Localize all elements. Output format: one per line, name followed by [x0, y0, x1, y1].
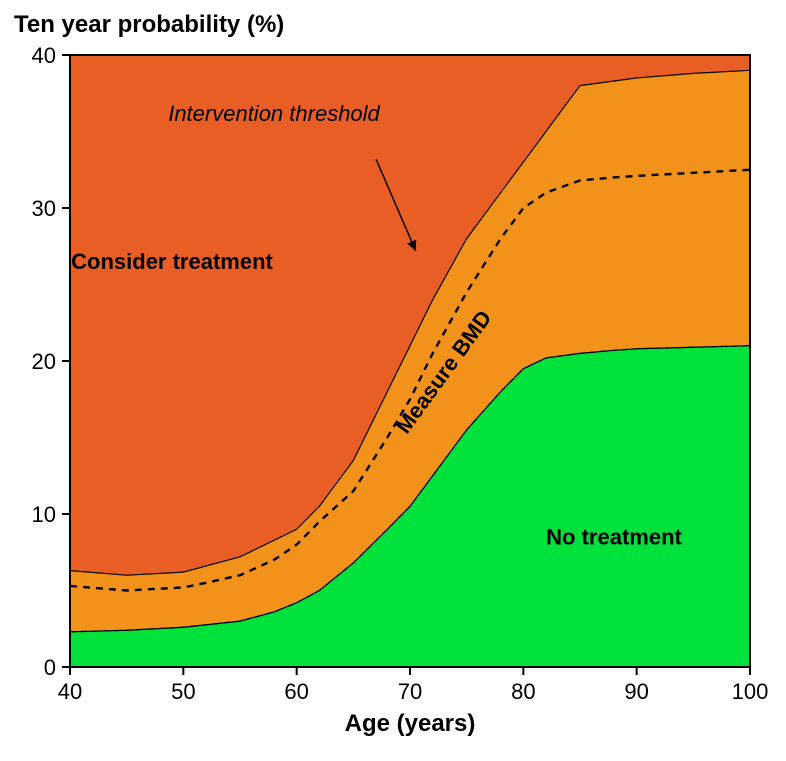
y-tick-label: 40	[32, 43, 56, 68]
label-consider-treatment: Consider treatment	[71, 249, 273, 274]
chart-container: 40 50 60 70 80 90 100 0 10 20 30 40 Ten year probabi…	[0, 0, 786, 761]
x-axis-label: Age (years)	[345, 710, 476, 737]
intervention-threshold-label: Intervention threshold	[168, 101, 380, 126]
x-tick-label: 60	[284, 679, 308, 704]
y-tick-label: 10	[32, 502, 56, 527]
x-tick-label: 90	[624, 679, 648, 704]
x-tick-label: 40	[58, 679, 82, 704]
x-tick-label: 50	[171, 679, 195, 704]
x-tick-label: 80	[511, 679, 535, 704]
x-tick-label: 100	[732, 679, 769, 704]
label-no-treatment: No treatment	[546, 525, 682, 550]
y-tick-label: 0	[44, 655, 56, 680]
chart-svg: 40 50 60 70 80 90 100 0 10 20 30 40 Ten year probabi…	[0, 0, 786, 761]
chart-title: Ten year probability (%)	[14, 11, 284, 38]
y-tick-label: 30	[32, 196, 56, 221]
x-tick-label: 70	[398, 679, 422, 704]
y-tick-label: 20	[32, 349, 56, 374]
